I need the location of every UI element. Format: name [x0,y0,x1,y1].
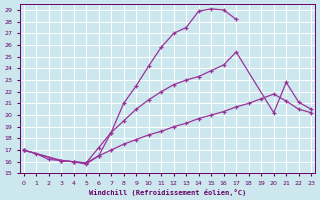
X-axis label: Windchill (Refroidissement éolien,°C): Windchill (Refroidissement éolien,°C) [89,189,246,196]
